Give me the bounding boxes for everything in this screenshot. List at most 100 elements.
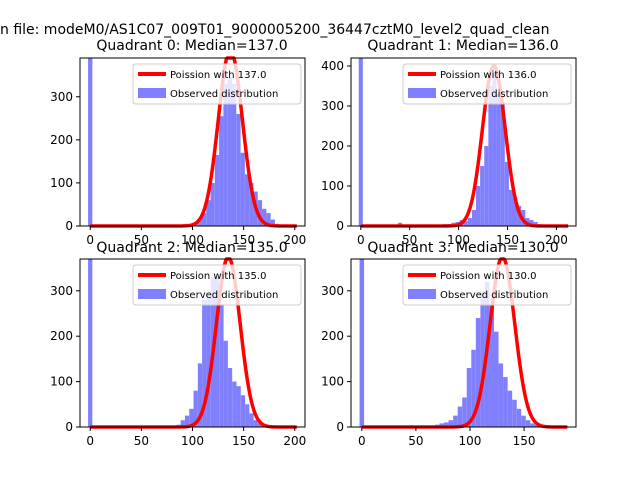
histogram-bar [500,102,505,226]
histogram-bar [223,340,228,427]
histogram-bar [232,381,237,427]
histogram-bar [193,390,198,427]
quadrant-3-axes: 0 50 100 150 0 100 200 300 [321,258,577,448]
x-tick-label: 50 [408,434,423,448]
y-tick-label: 300 [321,99,344,113]
histogram-bar [223,83,228,226]
quadrant-1-axes: 0 50 100 150 200 0 100 200 300 400 [321,57,577,247]
x-tick-label: 50 [134,434,149,448]
histogram-bar [457,406,463,427]
histogram-bar [475,318,481,427]
histogram-bar [516,408,522,427]
histogram-bar [503,377,508,427]
histogram-bar [262,208,267,226]
legend-bar-swatch [408,88,436,98]
histogram-bar [206,295,211,427]
y-tick-label: 100 [50,375,73,389]
histogram-bar [215,277,220,427]
histogram-bar [476,186,481,226]
histogram-bar [488,86,493,226]
histogram-bar [513,198,518,226]
x-tick-label: 100 [181,434,204,448]
y-tick-label: 200 [50,329,73,343]
histogram-bar [529,220,534,226]
histogram-bar [236,114,241,226]
histogram-bar [489,304,495,427]
legend-line-label: Poission with 135.0 [170,271,266,282]
x-tick-label: 100 [459,434,482,448]
histogram-bar [180,420,185,427]
x-tick-label: 150 [496,233,519,247]
histogram-bar [533,222,538,226]
histogram-bar [227,367,233,427]
x-tick-label: 50 [402,233,417,247]
histogram-bar [236,386,241,427]
histogram-bar [249,413,254,427]
histogram-bar [448,420,454,427]
histogram-bar [466,367,472,427]
histogram-spike-bar [88,58,93,226]
histogram-spike-bar [88,259,93,427]
histogram-bar [496,94,501,226]
quadrant-2-legend: Poission with 135.0 Observed distributio… [132,264,302,306]
y-tick-label: 200 [321,329,344,343]
legend-box [402,264,572,306]
x-tick-label: 100 [181,233,204,247]
histogram-spike-bar [358,58,363,226]
y-tick-label: 300 [50,90,73,104]
histogram-bar [219,116,224,226]
x-tick-label: 200 [283,434,306,448]
histogram-bar [530,423,535,427]
histogram-bar [508,190,513,226]
quadrant-1-bars [358,58,546,226]
y-tick-label: 200 [50,133,73,147]
quadrant-2-axes: 0 50 100 150 200 0 100 200 300 [50,258,306,448]
y-tick-label: 300 [50,284,73,298]
histogram-bar [521,415,526,427]
x-tick-label: 0 [358,434,366,448]
y-tick-label: 200 [321,139,344,153]
histogram-bar [244,174,250,226]
histogram-bar [534,424,540,427]
histogram-bar [484,146,489,226]
quadrant-2-plot: 0 50 100 150 200 0 100 200 300 Poission with 135… [50,240,306,448]
x-tick-label: 200 [283,233,306,247]
y-tick-label: 300 [321,284,344,298]
y-tick-label: 100 [321,179,344,193]
histogram-bar [504,162,509,226]
figure-suptitle: n file: modeM0/AS1C07_009T01_9000005200_… [0,22,549,38]
quadrant-1-legend: Poission with 136.0 Observed distributio… [402,63,572,105]
histogram-bar [197,363,203,427]
quadrant-0-plot: 0 50 100 150 200 0 100 200 300 Poission with 137… [50,38,306,247]
y-tick-label: 0 [65,219,73,233]
histogram-bar [227,77,232,226]
legend-line-label: Poission with 130.0 [440,271,536,282]
legend-bar-label: Observed distribution [440,290,548,301]
y-tick-label: 0 [336,219,344,233]
histogram-spike-bar [359,259,365,427]
histogram-bar [462,397,467,427]
histogram-bar [257,200,263,226]
histogram-bar [240,395,246,427]
y-tick-label: 100 [50,176,73,190]
histogram-bar [270,219,275,226]
y-tick-label: 0 [65,420,73,434]
histogram-bar [184,415,190,427]
quadrant-0-title: Quadrant 0: Median=137.0 [96,38,287,54]
histogram-bar [471,349,476,427]
histogram-bar [202,299,207,427]
histogram-bar [231,83,237,226]
legend-box [402,63,572,105]
histogram-bar [480,166,485,226]
x-tick-label: 100 [447,233,470,247]
quadrant-0-axes: 0 50 100 150 200 0 100 200 300 [50,57,306,247]
legend-bar-swatch [138,88,166,98]
x-tick-label: 0 [86,434,94,448]
quadrant-1-title: Quadrant 1: Median=136.0 [367,38,558,54]
legend-box [132,264,302,306]
axes-frame [350,258,577,428]
histogram-bar [253,420,258,427]
x-tick-label: 0 [357,233,365,247]
histogram-bar [525,420,531,427]
